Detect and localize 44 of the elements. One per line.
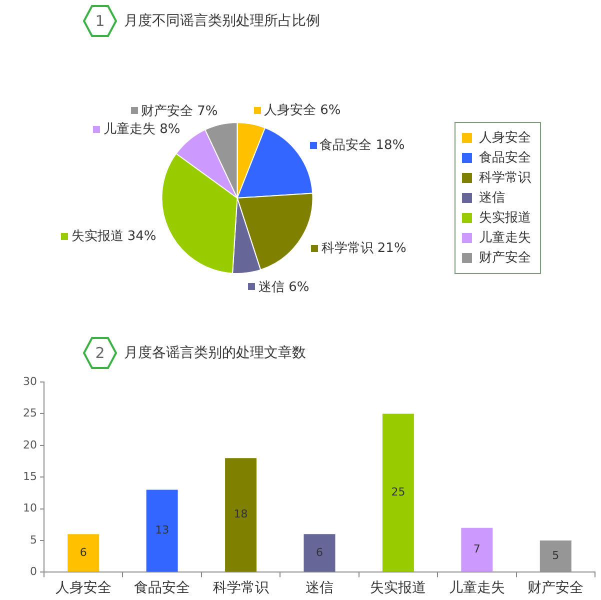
x-tick-label: 儿童走失 [448, 580, 505, 596]
legend-label: 失实报道 [479, 210, 531, 226]
legend-label: 儿童走失 [479, 229, 531, 246]
y-tick-label: 25 [22, 406, 37, 420]
legend-label: 人身安全 [479, 129, 531, 146]
data-label: 7 [473, 542, 480, 556]
data-label: 迷信 6% [258, 278, 310, 296]
legend-label: 科学常识 [479, 170, 531, 186]
chart-title: 月度各谣言类别的处理文章数 [124, 344, 306, 362]
bar [146, 490, 178, 572]
x-tick-label: 失实报道 [370, 580, 426, 596]
y-tick-label: 10 [22, 502, 37, 515]
x-tick-label: 财产安全 [528, 580, 584, 596]
bar [304, 534, 336, 572]
y-tick-label: 5 [30, 533, 37, 546]
x-tick-label: 科学常识 [212, 580, 269, 596]
data-label: 食品安全 18% [320, 137, 405, 154]
data-label: 13 [155, 524, 170, 537]
data-label: 失实报道 34% [71, 228, 156, 246]
data-label: 财产安全 7% [140, 102, 218, 120]
data-label: 18 [234, 508, 248, 521]
chart-title: 月度不同谣言类别处理所占比例 [124, 12, 320, 30]
data-label: 25 [391, 486, 406, 499]
bar [225, 458, 257, 572]
data-label: 6 [316, 546, 323, 559]
bar [68, 534, 100, 572]
bar [540, 540, 572, 572]
data-label: 科学常识 21% [321, 240, 406, 258]
data-label: 人身安全 6% [264, 102, 341, 120]
x-tick-label: 迷信 [306, 580, 334, 596]
y-tick-label: 0 [30, 565, 37, 578]
y-tick-label: 15 [22, 470, 37, 483]
bar [382, 414, 414, 572]
x-tick-label: 食品安全 [134, 580, 190, 596]
y-tick-label: 20 [22, 438, 37, 452]
data-label: 6 [80, 546, 87, 559]
data-label: 儿童走失 8% [103, 121, 180, 138]
bar [461, 528, 493, 572]
legend-label: 财产安全 [479, 249, 531, 266]
x-tick-label: 人身安全 [55, 580, 112, 596]
legend-label: 食品安全 [479, 149, 531, 166]
data-label: 5 [552, 548, 560, 562]
legend-label: 迷信 [479, 190, 505, 206]
y-tick-label: 30 [22, 374, 37, 388]
